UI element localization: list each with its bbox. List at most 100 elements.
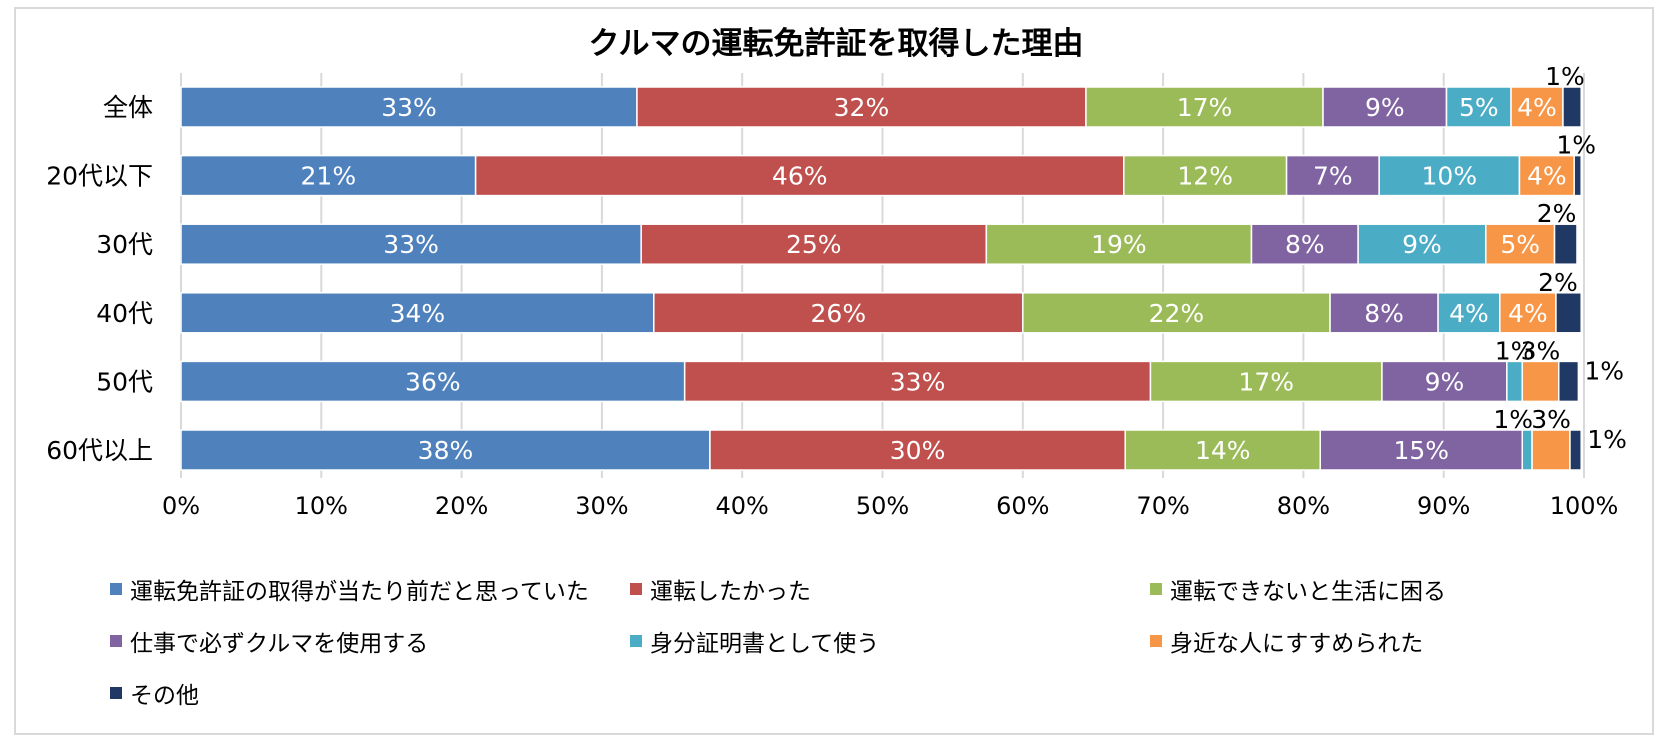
bar-segment (1557, 360, 1580, 403)
category-label: 50代 (96, 367, 153, 396)
bar-segment (180, 86, 638, 128)
bar-segment (1510, 86, 1564, 128)
bar-segment (1022, 292, 1331, 334)
data-label: 4% (1508, 299, 1548, 328)
data-label: 7% (1313, 162, 1353, 191)
bar-segment (1319, 429, 1524, 471)
legend-label: 身近な人にすすめられた (1170, 631, 1424, 657)
bar-segment (1123, 154, 1288, 197)
data-label: 46% (772, 162, 828, 191)
bar-segment (1499, 292, 1557, 334)
category-label: 20代以下 (46, 162, 153, 191)
data-label: 30% (890, 436, 946, 465)
data-label: 3% (1531, 405, 1571, 434)
bar-segment (1569, 429, 1582, 471)
data-label: 10% (1422, 162, 1478, 191)
legend-item: 身分証明書として使う (630, 624, 879, 658)
x-tick-label: 30% (575, 492, 628, 520)
bar-segment (1521, 429, 1533, 471)
data-label: 17% (1177, 93, 1233, 122)
x-tick-label: 0% (162, 492, 200, 520)
bar-segment (1322, 86, 1448, 128)
data-label: 38% (418, 436, 474, 465)
data-label: 15% (1393, 436, 1449, 465)
x-tick-label: 20% (435, 492, 488, 520)
data-label: 33% (890, 367, 946, 396)
data-label: 33% (383, 230, 439, 259)
category-label: 30代 (96, 230, 153, 259)
legend-item: 運転したかった (630, 572, 811, 606)
legend-item: 運転できないと生活に困る (1150, 572, 1446, 606)
data-label: 9% (1425, 367, 1465, 396)
data-label: 8% (1364, 299, 1404, 328)
data-label: 17% (1238, 367, 1294, 396)
legend-swatch (1150, 635, 1162, 647)
bar-segment (1506, 360, 1524, 403)
x-tick-label: 90% (1417, 492, 1470, 520)
bar-segment (1124, 429, 1321, 471)
legend-item: 運転免許証の取得が当たり前だと思っていた (110, 572, 589, 606)
data-label: 3% (1521, 336, 1561, 365)
bar-segment (683, 360, 1152, 403)
legend-item: 仕事で必ずクルマを使用する (110, 624, 428, 658)
x-tick-label: 10% (295, 492, 348, 520)
data-label: 1% (1493, 405, 1533, 434)
bar-segment (1518, 154, 1575, 197)
data-label: 2% (1538, 268, 1578, 297)
category-label: 40代 (96, 299, 153, 328)
data-label: 4% (1527, 162, 1567, 191)
x-tick-label: 100% (1550, 492, 1619, 520)
data-label: 9% (1365, 93, 1405, 122)
bar-segment (1378, 154, 1521, 197)
bar-segment (1485, 223, 1556, 265)
data-label: 1% (1584, 356, 1624, 385)
bar-segment (1562, 86, 1582, 128)
bar-segment (1573, 154, 1582, 197)
data-label: 4% (1449, 299, 1489, 328)
legend-swatch (630, 635, 642, 647)
data-label: 26% (811, 299, 867, 328)
bar-segment (1531, 429, 1571, 471)
legend-swatch (110, 583, 122, 595)
legend-label: 身分証明書として使う (650, 631, 880, 657)
bar-segment (1553, 223, 1578, 265)
data-label: 19% (1091, 230, 1147, 259)
category-label: 60代以上 (46, 436, 153, 465)
x-tick-label: 50% (856, 492, 909, 520)
legend-item: 身近な人にすすめられた (1150, 624, 1423, 658)
data-label: 32% (834, 93, 890, 122)
bar-segment (1085, 86, 1324, 128)
data-label: 5% (1500, 230, 1540, 259)
data-label: 2% (1537, 199, 1577, 228)
bar-segment (1250, 223, 1359, 265)
legend-swatch (110, 687, 122, 699)
data-label: 1% (1545, 62, 1585, 91)
data-label: 14% (1195, 436, 1251, 465)
bar-segment (1381, 360, 1508, 403)
bar-segment (180, 154, 477, 197)
data-label: 1% (1587, 425, 1627, 454)
legend-label: その他 (130, 683, 199, 709)
bar-segment (640, 223, 988, 265)
data-label: 12% (1177, 162, 1233, 191)
bar-segment (1149, 360, 1383, 403)
chart-frame (14, 7, 1654, 735)
bar-segment (1555, 292, 1582, 334)
x-tick-label: 70% (1136, 492, 1189, 520)
data-label: 34% (390, 299, 446, 328)
data-label: 1% (1556, 131, 1596, 160)
data-label: 22% (1149, 299, 1205, 328)
bar-segment (709, 429, 1126, 471)
bar-segment (1445, 86, 1512, 128)
legend-swatch (110, 635, 122, 647)
bar-segment (636, 86, 1087, 128)
legend-item: その他 (110, 676, 199, 710)
legend-swatch (1150, 583, 1162, 595)
data-label: 33% (381, 93, 437, 122)
data-label: 4% (1517, 93, 1557, 122)
bar-segment (1521, 360, 1560, 403)
chart-title: クルマの運転免許証を取得した理由 (588, 26, 1084, 62)
data-label: 1% (1495, 336, 1535, 365)
category-label: 全体 (103, 93, 153, 122)
